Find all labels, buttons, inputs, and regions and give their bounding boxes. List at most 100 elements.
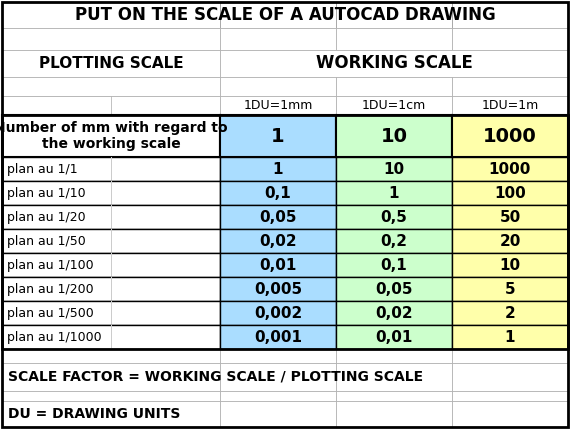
Bar: [452, 253, 568, 277]
Bar: [220, 349, 336, 363]
Bar: [452, 349, 568, 363]
Bar: [336, 349, 452, 363]
Bar: [111, 205, 112, 229]
Text: plan au 1/200: plan au 1/200: [7, 282, 94, 295]
Text: WORKING SCALE: WORKING SCALE: [316, 55, 472, 72]
Bar: [111, 181, 112, 205]
Text: 0,05: 0,05: [375, 281, 413, 297]
Bar: [220, 325, 336, 349]
Bar: [2, 77, 220, 96]
Text: 0,002: 0,002: [254, 306, 302, 320]
Text: 0,01: 0,01: [259, 258, 297, 272]
Bar: [220, 181, 336, 205]
Bar: [2, 277, 220, 301]
Bar: [220, 229, 336, 253]
Text: 1000: 1000: [489, 162, 531, 177]
Bar: [2, 349, 220, 363]
Text: DU = DRAWING UNITS: DU = DRAWING UNITS: [8, 407, 180, 421]
Bar: [2, 253, 220, 277]
Text: 0,1: 0,1: [380, 258, 407, 272]
Bar: [336, 229, 452, 253]
Bar: [2, 96, 111, 115]
Bar: [452, 401, 568, 427]
Bar: [452, 115, 568, 157]
Bar: [336, 96, 452, 115]
Bar: [2, 50, 220, 77]
Text: plan au 1/1000: plan au 1/1000: [7, 330, 102, 343]
Bar: [220, 115, 336, 157]
Bar: [220, 253, 336, 277]
Bar: [2, 157, 220, 181]
Text: plan au 1/50: plan au 1/50: [7, 235, 86, 248]
Bar: [220, 205, 336, 229]
Bar: [336, 2, 337, 28]
Bar: [2, 181, 220, 205]
Bar: [220, 2, 221, 28]
Bar: [336, 205, 452, 229]
Bar: [452, 325, 568, 349]
Bar: [336, 325, 452, 349]
Text: SCALE FACTOR = WORKING SCALE / PLOTTING SCALE: SCALE FACTOR = WORKING SCALE / PLOTTING …: [8, 370, 423, 384]
Text: plan au 1/20: plan au 1/20: [7, 210, 86, 223]
Text: plan au 1/1: plan au 1/1: [7, 162, 78, 175]
Bar: [220, 28, 336, 50]
Text: 5: 5: [505, 281, 515, 297]
Text: plan au 1/100: plan au 1/100: [7, 259, 94, 271]
Bar: [336, 277, 452, 301]
Bar: [111, 229, 112, 253]
Text: 100: 100: [494, 185, 526, 200]
Text: 2: 2: [505, 306, 515, 320]
Text: 0,02: 0,02: [259, 233, 297, 249]
Bar: [452, 391, 568, 401]
Bar: [336, 301, 452, 325]
Bar: [220, 157, 336, 181]
Bar: [111, 301, 112, 325]
Text: 0,005: 0,005: [254, 281, 302, 297]
Bar: [452, 157, 568, 181]
Bar: [2, 28, 220, 50]
Bar: [336, 253, 452, 277]
Bar: [2, 301, 220, 325]
Bar: [452, 77, 568, 96]
Bar: [2, 391, 220, 401]
Text: 10: 10: [380, 126, 407, 145]
Bar: [336, 115, 452, 157]
Bar: [2, 2, 568, 28]
Bar: [220, 277, 336, 301]
Bar: [336, 181, 452, 205]
Bar: [452, 363, 568, 391]
Text: plan au 1/500: plan au 1/500: [7, 307, 94, 320]
Bar: [336, 77, 452, 96]
Text: 50: 50: [499, 210, 521, 224]
Text: 0,2: 0,2: [380, 233, 407, 249]
Bar: [336, 363, 452, 391]
Bar: [336, 401, 452, 427]
Text: 20: 20: [499, 233, 521, 249]
Bar: [452, 2, 453, 28]
Text: 0,02: 0,02: [375, 306, 413, 320]
Text: PLOTTING SCALE: PLOTTING SCALE: [39, 56, 183, 71]
Text: 1DU=1mm: 1DU=1mm: [243, 99, 313, 112]
Bar: [220, 391, 336, 401]
Bar: [336, 391, 452, 401]
Text: 0,001: 0,001: [254, 330, 302, 345]
Text: 1: 1: [273, 162, 283, 177]
Bar: [111, 325, 112, 349]
Text: 1DU=1m: 1DU=1m: [482, 99, 539, 112]
Bar: [220, 50, 568, 77]
Bar: [220, 301, 336, 325]
Bar: [2, 115, 220, 157]
Bar: [452, 96, 568, 115]
Bar: [2, 115, 568, 349]
Text: 0,5: 0,5: [380, 210, 407, 224]
Bar: [452, 28, 568, 50]
Bar: [111, 277, 112, 301]
Text: 0,01: 0,01: [375, 330, 412, 345]
Text: 1DU=1cm: 1DU=1cm: [362, 99, 426, 112]
Bar: [2, 96, 220, 115]
Bar: [336, 28, 452, 50]
Text: 10: 10: [499, 258, 521, 272]
Bar: [220, 363, 336, 391]
Bar: [452, 277, 568, 301]
Bar: [452, 205, 568, 229]
